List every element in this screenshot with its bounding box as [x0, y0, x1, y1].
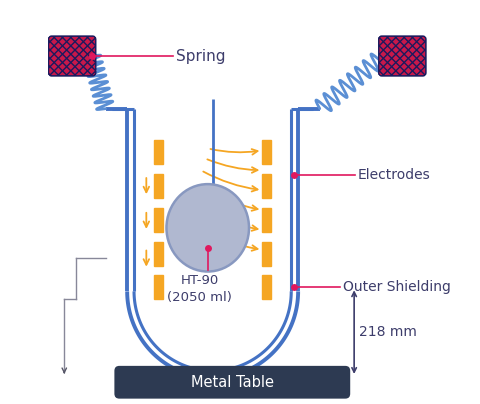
- Bar: [262, 208, 271, 232]
- Text: Outer Shielding: Outer Shielding: [343, 280, 451, 295]
- Ellipse shape: [167, 184, 249, 271]
- Bar: [262, 242, 271, 265]
- Bar: [262, 276, 271, 299]
- Bar: [154, 276, 163, 299]
- Text: HT-90
(2050 ml): HT-90 (2050 ml): [168, 274, 232, 303]
- FancyBboxPatch shape: [48, 36, 96, 76]
- FancyBboxPatch shape: [114, 366, 350, 399]
- Bar: [154, 208, 163, 232]
- Text: 218 mm: 218 mm: [359, 325, 417, 339]
- Text: Metal Table: Metal Table: [191, 375, 274, 390]
- Bar: [154, 141, 163, 164]
- Bar: [154, 242, 163, 265]
- Bar: [262, 174, 271, 198]
- FancyBboxPatch shape: [379, 36, 426, 76]
- Bar: [154, 174, 163, 198]
- Text: Spring: Spring: [176, 48, 226, 63]
- Text: Electrodes: Electrodes: [358, 168, 431, 182]
- Bar: [262, 141, 271, 164]
